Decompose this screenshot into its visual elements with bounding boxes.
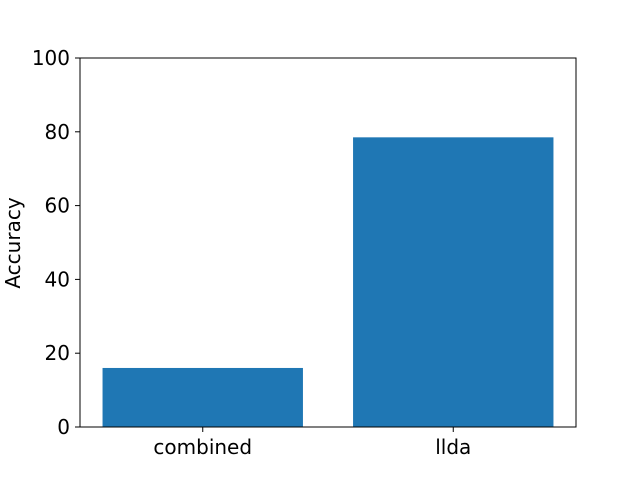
y-axis-label: Accuracy xyxy=(1,197,25,288)
y-tick-label-0: 0 xyxy=(57,415,70,439)
x-tick-label-llda: llda xyxy=(435,435,471,459)
ticks-layer: 0 20 40 60 80 100 combined llda xyxy=(32,46,471,459)
x-tick-label-combined: combined xyxy=(153,435,252,459)
bar-combined xyxy=(102,367,303,427)
plot-frame xyxy=(79,57,577,428)
y-tick-label-40: 40 xyxy=(45,267,70,291)
y-tick-label-20: 20 xyxy=(45,341,70,365)
axes-layer xyxy=(79,57,577,428)
bars-layer xyxy=(102,137,554,427)
y-tick-label-100: 100 xyxy=(32,46,70,70)
y-tick-label-80: 80 xyxy=(45,120,70,144)
bar-llda xyxy=(353,137,554,427)
y-tick-label-60: 60 xyxy=(45,194,70,218)
